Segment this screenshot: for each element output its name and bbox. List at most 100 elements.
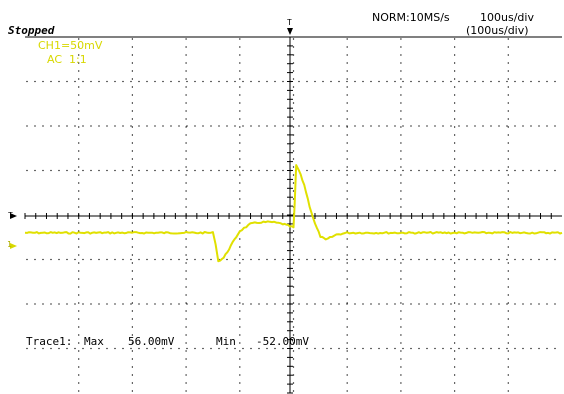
grid-dot: [266, 303, 268, 305]
grid-dot: [400, 230, 402, 232]
grid-dot: [210, 125, 212, 127]
grid-dot: [400, 94, 402, 96]
grid-dot: [474, 80, 476, 83]
grid-dot: [400, 110, 402, 112]
grid-dot: [239, 54, 241, 56]
grid-dot: [454, 198, 456, 200]
grid-dot: [292, 254, 295, 256]
grid-dot: [292, 94, 295, 96]
grid-dot: [426, 303, 428, 305]
grid-dot: [400, 166, 402, 168]
grid-dot: [258, 169, 260, 172]
grid-dot: [185, 350, 187, 352]
grid-dot: [250, 258, 252, 261]
grid-dot: [131, 102, 133, 104]
grid-dot: [185, 70, 187, 72]
grid-dot: [346, 169, 348, 172]
grid-dot: [114, 303, 116, 305]
grid-dot: [242, 80, 244, 83]
grid-dot: [250, 169, 252, 172]
grid-dot: [66, 169, 68, 172]
grid-dot: [292, 198, 295, 200]
grid-dot: [434, 303, 436, 305]
grid-dot: [400, 198, 402, 200]
grid-dot: [234, 169, 236, 172]
grid-dot: [50, 347, 52, 350]
grid-dot: [58, 169, 60, 172]
grid-dot: [34, 125, 36, 127]
grid-dot: [454, 166, 456, 168]
grid-dot: [90, 169, 92, 172]
grid-dot: [131, 222, 133, 224]
grid-dot: [298, 125, 300, 127]
grid-dot: [178, 258, 180, 261]
grid-dot: [530, 125, 532, 127]
grid-dot: [400, 54, 402, 56]
grid-dot: [292, 310, 295, 312]
grid-dot: [78, 358, 80, 360]
grid-dot: [354, 125, 356, 127]
grid-dot: [98, 80, 100, 83]
grid-dot: [146, 303, 148, 305]
grid-dot: [239, 118, 241, 120]
grid-dot: [250, 347, 252, 350]
grid-dot: [402, 125, 404, 127]
grid-dot: [426, 258, 428, 261]
grid-dot: [185, 206, 187, 208]
grid-dot: [507, 358, 509, 360]
grid-dot: [346, 334, 348, 336]
grid-dot: [138, 303, 140, 305]
grid-dot: [306, 80, 308, 83]
grid-dot: [282, 303, 284, 305]
grid-dot: [346, 54, 348, 56]
grid-dot: [78, 174, 80, 176]
grid-dot: [26, 80, 28, 83]
grid-dot: [50, 125, 52, 127]
grid-dot: [338, 258, 340, 261]
grid-dot: [454, 206, 456, 208]
grid-dot: [507, 174, 509, 176]
grid-dot: [346, 350, 348, 352]
grid-dot: [442, 303, 444, 305]
grid-dot: [346, 358, 348, 360]
grid-dot: [362, 347, 364, 350]
grid-dot: [402, 169, 404, 172]
grid-dot: [346, 347, 348, 350]
grid-dot: [434, 125, 436, 127]
grid-dot: [194, 303, 196, 305]
grid-dot: [185, 198, 187, 200]
grid-dot: [454, 94, 456, 96]
grid-dot: [185, 190, 187, 192]
grid-dot: [400, 174, 402, 176]
grid-dot: [346, 318, 348, 320]
grid-dot: [185, 278, 187, 280]
grid-dot: [400, 254, 402, 256]
grid-dot: [239, 334, 241, 336]
grid-dot: [226, 169, 228, 172]
grid-dot: [170, 258, 172, 261]
grid-dot: [82, 125, 84, 127]
grid-dot: [239, 286, 241, 288]
grid-dot: [346, 125, 348, 127]
grid-dot: [131, 78, 133, 80]
grid-dot: [346, 174, 348, 176]
grid-dot: [507, 38, 509, 40]
grid-dot: [418, 169, 420, 172]
grid-dot: [58, 125, 60, 127]
grid-dot: [274, 125, 276, 127]
grid-dot: [498, 258, 500, 261]
grid-dot: [346, 382, 348, 384]
grid-dot: [418, 80, 420, 83]
grid-dot: [386, 169, 388, 172]
grid-dot: [498, 347, 500, 350]
ch1-trace: [24, 164, 563, 263]
grid-dot: [82, 80, 84, 83]
grid-dot: [454, 286, 456, 288]
grid-dot: [34, 303, 36, 305]
grid-dot: [292, 126, 295, 128]
grid-dot: [292, 270, 295, 272]
grid-dot: [400, 366, 402, 368]
grid-dot: [239, 254, 241, 256]
grid-dot: [185, 142, 187, 144]
grid-dot: [466, 125, 468, 127]
